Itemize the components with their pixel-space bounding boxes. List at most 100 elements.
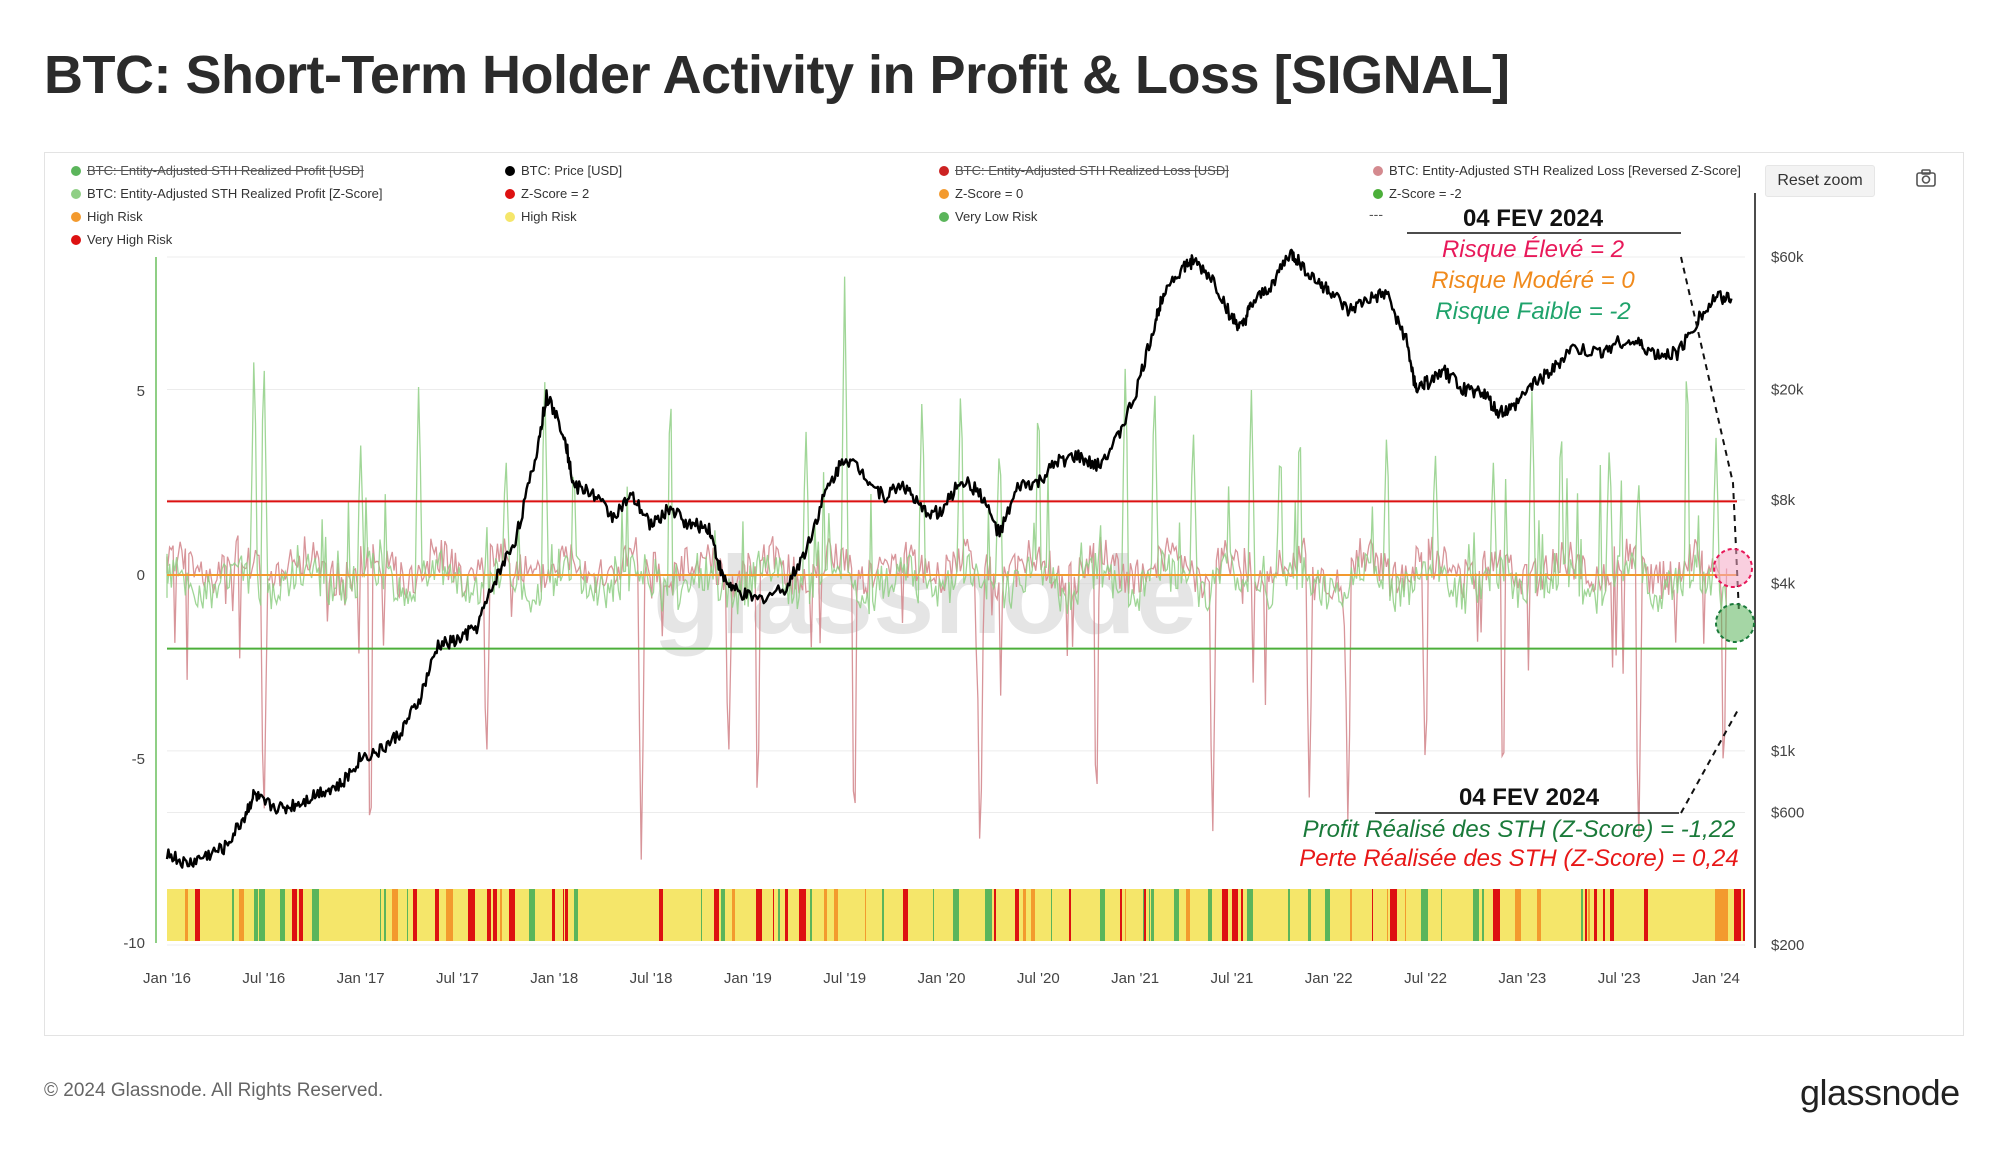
risk-band-segment xyxy=(565,889,568,941)
x-axis-tick-label: Jan '20 xyxy=(918,970,966,987)
risk-band-segment xyxy=(435,889,439,941)
risk-band-segment xyxy=(254,889,258,941)
risk-band-segment xyxy=(185,889,188,941)
legend-item[interactable]: High Risk xyxy=(505,209,577,224)
loss-highlight-marker xyxy=(1713,548,1753,588)
left-axis-tick-label: -5 xyxy=(132,751,145,768)
risk-band-segment xyxy=(1515,889,1521,941)
risk-band-segment xyxy=(1174,889,1179,941)
risk-band-segment xyxy=(785,889,788,941)
legend-marker-icon xyxy=(71,165,81,176)
legend-item[interactable]: High Risk xyxy=(71,209,143,224)
risk-band-segment xyxy=(903,889,908,941)
legend-marker-icon xyxy=(71,211,81,222)
risk-band-segment xyxy=(446,889,453,941)
risk-band-segment xyxy=(958,889,959,941)
risk-band-segment xyxy=(1372,889,1373,941)
risk-band-segment xyxy=(1069,889,1071,941)
risk-band-segment xyxy=(1186,889,1190,941)
right-axis-tick-label: $1k xyxy=(1771,743,1796,760)
x-axis-tick-label: Jan '19 xyxy=(724,970,772,987)
x-axis-tick-label: Jan '21 xyxy=(1111,970,1159,987)
risk-band-segment xyxy=(413,889,417,941)
camera-icon[interactable] xyxy=(1915,168,1937,188)
legend-item[interactable]: BTC: Entity-Adjusted STH Realized Loss [… xyxy=(939,163,1229,178)
legend-item[interactable]: BTC: Entity-Adjusted STH Realized Loss [… xyxy=(1373,163,1741,178)
risk-band-segment xyxy=(574,889,578,941)
risk-band-segment xyxy=(380,889,381,941)
risk-band-segment xyxy=(1222,889,1228,941)
annotation-connector xyxy=(1680,256,1740,614)
legend-marker-icon xyxy=(71,188,81,199)
risk-band-segment xyxy=(1100,889,1105,941)
risk-band-segment xyxy=(468,889,474,941)
risk-band-segment xyxy=(1023,889,1026,941)
risk-band-segment xyxy=(1149,889,1150,941)
legend-marker-icon xyxy=(939,165,949,176)
reset-zoom-button[interactable]: Reset zoom xyxy=(1765,165,1875,197)
risk-band-segment xyxy=(1588,889,1590,941)
legend-item[interactable]: BTC: Price [USD] xyxy=(505,163,622,178)
x-axis-tick-label: Jul '21 xyxy=(1210,970,1253,987)
legend-item[interactable]: Z-Score = 2 xyxy=(505,186,589,201)
btc-price-line xyxy=(165,248,1733,869)
legend-label: High Risk xyxy=(521,209,577,224)
risk-band-segment xyxy=(500,889,502,941)
chart-container: BTC: Entity-Adjusted STH Realized Profit… xyxy=(44,152,1964,1036)
legend-label: BTC: Entity-Adjusted STH Realized Profit… xyxy=(87,186,383,201)
risk-band-segment xyxy=(834,889,838,941)
copyright-text: © 2024 Glassnode. All Rights Reserved. xyxy=(44,1080,384,1101)
right-axis-tick-label: $60k xyxy=(1771,249,1804,266)
legend: BTC: Entity-Adjusted STH Realized Profit… xyxy=(71,163,1831,259)
risk-band-segment xyxy=(1610,889,1614,941)
risk-band-segment xyxy=(865,889,866,941)
right-axis-tick-label: $8k xyxy=(1771,492,1796,509)
risk-band-segment xyxy=(1441,889,1442,941)
x-axis-tick-label: Jul '22 xyxy=(1404,970,1447,987)
risk-band-segment xyxy=(1537,889,1541,941)
profit-zscore-line xyxy=(166,276,1728,615)
legend-marker-icon xyxy=(71,234,81,245)
legend-item[interactable]: Very Low Risk xyxy=(939,209,1037,224)
page-title: BTC: Short-Term Holder Activity in Profi… xyxy=(44,45,1510,105)
legend-marker-icon xyxy=(1373,188,1383,199)
annotation-top-line: Risque Faible = -2 xyxy=(1435,298,1630,325)
risk-band-segment xyxy=(312,889,319,941)
x-axis-tick-label: Jul '18 xyxy=(630,970,673,987)
risk-band-segment xyxy=(1325,889,1330,941)
risk-band-segment xyxy=(384,889,386,941)
x-axis-tick-label: Jul '19 xyxy=(823,970,866,987)
risk-band-segment xyxy=(1390,889,1397,941)
legend-label: Very Low Risk xyxy=(955,209,1038,224)
risk-band-segment xyxy=(299,889,303,941)
brand-logo: glassnode xyxy=(1800,1072,1960,1113)
risk-band-segment xyxy=(1715,889,1722,941)
risk-band-segment xyxy=(1473,889,1479,941)
risk-band-segment xyxy=(1387,889,1388,941)
risk-band-segment xyxy=(882,889,884,941)
legend-label: BTC: Entity-Adjusted STH Realized Profit… xyxy=(87,163,364,178)
legend-label: Very High Risk xyxy=(87,232,173,247)
x-axis-tick-label: Jan '23 xyxy=(1498,970,1546,987)
legend-item[interactable]: BTC: Entity-Adjusted STH Realized Profit… xyxy=(71,186,382,201)
risk-band-segment xyxy=(1232,889,1238,941)
risk-band-segment xyxy=(239,889,244,941)
risk-band-segment xyxy=(1120,889,1122,941)
risk-band-segment xyxy=(195,889,200,941)
x-axis-tick-label: Jan '18 xyxy=(530,970,578,987)
x-axis-tick-label: Jul '20 xyxy=(1017,970,1060,987)
legend-marker-icon xyxy=(1373,165,1383,176)
legend-label: Z-Score = 0 xyxy=(955,186,1024,201)
legend-label: BTC: Entity-Adjusted STH Realized Loss [… xyxy=(1389,163,1741,178)
legend-item[interactable]: Z-Score = -2 xyxy=(1373,186,1462,201)
legend-item[interactable]: BTC: Entity-Adjusted STH Realized Profit… xyxy=(71,163,364,178)
annotation-bottom-line: Profit Réalisé des STH (Z-Score) = -1,22 xyxy=(1303,816,1736,843)
annotation-bottom-line: Perte Réalisée des STH (Z-Score) = 0,24 xyxy=(1299,845,1739,872)
risk-band-segment xyxy=(474,889,475,941)
risk-band-segment xyxy=(1151,889,1154,941)
legend-item[interactable]: Z-Score = 0 xyxy=(939,186,1023,201)
risk-band-segment xyxy=(1308,889,1311,941)
risk-band-segment xyxy=(810,889,812,941)
legend-item[interactable]: Very High Risk xyxy=(71,232,172,247)
risk-band-segment xyxy=(407,889,408,941)
